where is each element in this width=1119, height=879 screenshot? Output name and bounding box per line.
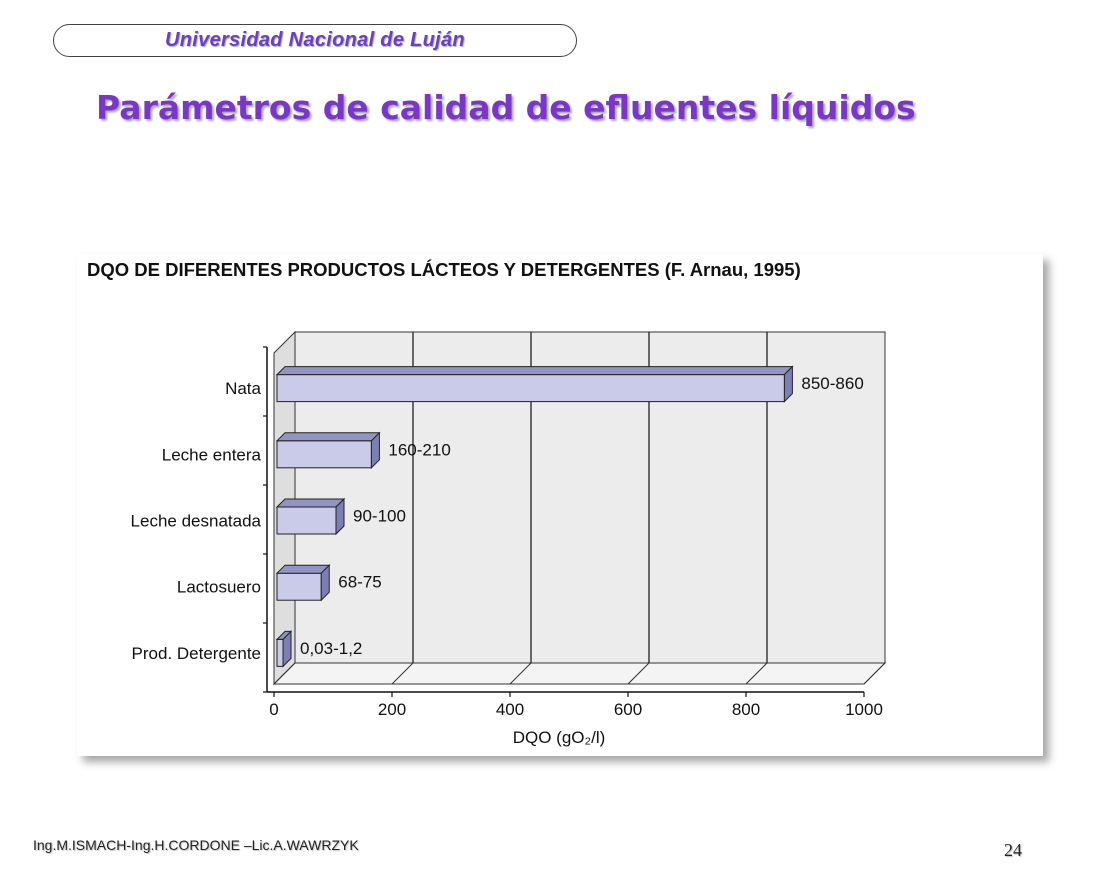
chart-bars: Nata 850-860 Leche entera 160-210 Leche desn… bbox=[131, 365, 864, 668]
floor-gridline bbox=[509, 662, 532, 685]
x-tick-label: 800 bbox=[732, 700, 760, 719]
chart-figure: DQO DE DIFERENTES PRODUCTOS LÁCTEOS Y DE… bbox=[77, 254, 1043, 756]
footer-authors: Ing.M.ISMACH-Ing.H.CORDONE –Lic.A.WAWRZY… bbox=[33, 837, 359, 853]
bar bbox=[276, 572, 322, 601]
bar-side bbox=[783, 365, 793, 403]
bar-side bbox=[282, 630, 292, 668]
data-label: 68-75 bbox=[338, 573, 381, 592]
category-label: Leche desnatada bbox=[131, 512, 262, 531]
bar bbox=[276, 506, 337, 535]
bar-side bbox=[320, 563, 330, 602]
floor-gridline bbox=[745, 662, 768, 685]
category-label: Prod. Detergente bbox=[132, 644, 261, 663]
bar-top bbox=[275, 498, 346, 508]
chart-svg: DQO DE DIFERENTES PRODUCTOS LÁCTEOS Y DE… bbox=[87, 259, 887, 747]
chart-axis: 0 200 400 600 800 1000 bbox=[263, 346, 883, 719]
bar bbox=[276, 440, 372, 469]
data-label: 160-210 bbox=[388, 440, 450, 459]
category-label: Leche entera bbox=[162, 445, 262, 464]
data-label: 90-100 bbox=[353, 507, 406, 526]
bar-top bbox=[275, 432, 381, 442]
category-label: Lactosuero bbox=[177, 578, 261, 597]
bar-top bbox=[275, 564, 331, 574]
x-tick-label: 600 bbox=[614, 700, 642, 719]
page-number: 24 bbox=[1004, 840, 1022, 860]
floor bbox=[272, 662, 887, 685]
bar-side bbox=[335, 497, 345, 536]
x-tick-label: 1000 bbox=[845, 700, 883, 719]
x-tick-label: 0 bbox=[269, 700, 278, 719]
slide-title: Parámetros de calidad de efluentes líqui… bbox=[96, 88, 916, 127]
bar bbox=[276, 374, 785, 403]
floor-gridline bbox=[627, 662, 650, 685]
header-banner: Universidad Nacional de Luján bbox=[53, 24, 577, 57]
floor-gridline bbox=[273, 662, 296, 685]
floor-gridline bbox=[863, 662, 886, 685]
institution-name: Universidad Nacional de Luján bbox=[165, 29, 465, 51]
chart-title: DQO DE DIFERENTES PRODUCTOS LÁCTEOS Y DE… bbox=[87, 259, 801, 280]
floor-gridline bbox=[391, 662, 414, 685]
category-label: Nata bbox=[225, 379, 261, 398]
bar-side bbox=[370, 431, 380, 470]
data-label: 850-860 bbox=[801, 374, 863, 393]
x-tick-label: 200 bbox=[378, 700, 406, 719]
bar-top bbox=[275, 366, 794, 376]
x-axis-label: DQO (gO₂/l) bbox=[513, 728, 606, 747]
x-tick-label: 400 bbox=[496, 700, 524, 719]
data-label: 0,03-1,2 bbox=[300, 639, 362, 658]
bar bbox=[276, 638, 284, 667]
